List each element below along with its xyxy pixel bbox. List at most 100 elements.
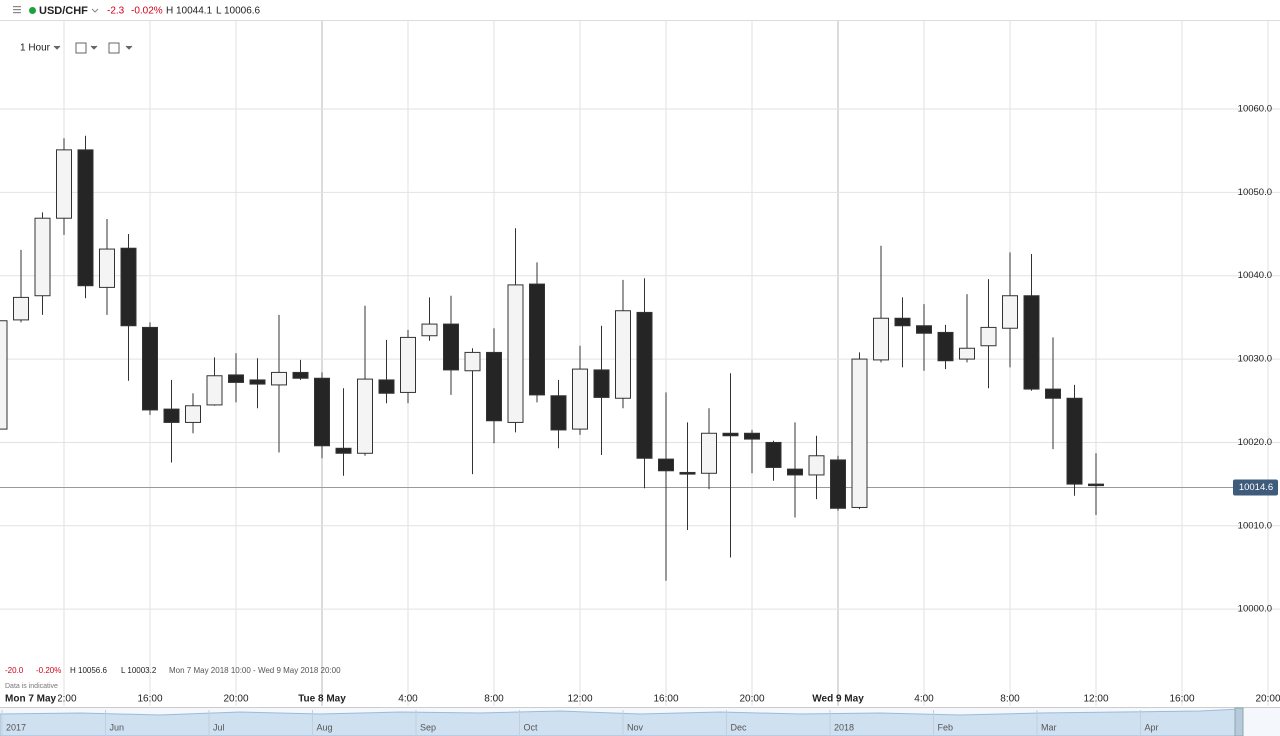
- candle-body: [249, 379, 266, 385]
- navigator-handle[interactable]: [1234, 707, 1244, 736]
- candle-body: [486, 351, 502, 422]
- candle-body: [421, 323, 438, 337]
- day-high: H 10044.1: [166, 6, 213, 17]
- indicator-caret[interactable]: [125, 45, 133, 50]
- x-tick-label: 16:00: [137, 694, 162, 705]
- candle-body: [335, 447, 352, 454]
- menu-icon[interactable]: [13, 6, 21, 14]
- candle-body: [980, 326, 997, 347]
- candle-body: [744, 432, 760, 440]
- data-note: Data is indicative: [5, 683, 58, 690]
- candle-body: [636, 311, 653, 459]
- candle-body: [550, 395, 567, 431]
- x-tick-label: 8:00: [484, 694, 504, 705]
- candle-body: [937, 331, 954, 362]
- status-dot: [29, 7, 36, 14]
- x-tick-label: Wed 9 May: [812, 694, 864, 705]
- candle-body: [0, 320, 8, 430]
- symbol[interactable]: USD/CHF: [39, 5, 88, 17]
- x-tick-label: 4:00: [914, 694, 934, 705]
- x-start-label: Mon 7 May: [5, 694, 57, 705]
- navigator-label: 2017: [6, 722, 26, 732]
- range-change-pct: -0.20%: [36, 666, 61, 675]
- change-pct: -0.02%: [131, 6, 163, 17]
- navigator-label: 2018: [834, 722, 854, 732]
- navigator-label: Dec: [731, 722, 748, 732]
- navigator-label: Feb: [938, 722, 954, 732]
- y-tick-label: 10030.0: [1238, 354, 1272, 365]
- x-tick-label: 20:00: [739, 694, 764, 705]
- candle-body: [357, 378, 373, 454]
- candle-body: [56, 149, 72, 219]
- indicator-button[interactable]: [108, 42, 120, 54]
- candle-body: [572, 368, 588, 430]
- x-axis: 12:00 16:00 20:00 Tue 8 May 4:00 8:00 12:00 16:…: [0, 692, 1280, 708]
- y-tick-label: 10010.0: [1238, 520, 1272, 531]
- candle-body: [787, 468, 803, 476]
- candle-body: [314, 377, 330, 447]
- x-tick-label: 12:00: [1083, 694, 1108, 705]
- candle-body: [916, 325, 932, 334]
- candle-body: [1023, 295, 1040, 390]
- candle-body: [228, 374, 244, 383]
- candle-body: [873, 317, 889, 361]
- x-tick-label: Tue 8 May: [298, 694, 346, 705]
- chart-type-caret[interactable]: [90, 45, 98, 50]
- range-dates: Mon 7 May 2018 10:00 - Wed 9 May 2018 20…: [169, 666, 341, 675]
- candle-body: [529, 283, 545, 396]
- candle-body: [808, 455, 825, 476]
- candle-body: [894, 317, 911, 327]
- candle-body: [701, 432, 717, 474]
- last-price-badge: [1233, 479, 1278, 496]
- candle-body: [34, 217, 51, 297]
- interval[interactable]: 1 Hour: [20, 43, 51, 54]
- x-tick-label: 16:00: [653, 694, 678, 705]
- candle-body: [13, 296, 29, 321]
- x-tick-label: 20:00: [1255, 694, 1280, 705]
- last-price-label: 10014.6: [1239, 482, 1273, 493]
- x-tick-label: 12:00: [567, 694, 592, 705]
- candle-body: [292, 371, 309, 379]
- candle-body: [959, 347, 975, 360]
- x-tick-label: 16:00: [1169, 694, 1194, 705]
- candle-body: [830, 459, 846, 509]
- navigator-label: Apr: [1145, 722, 1159, 732]
- navigator-label: Oct: [524, 722, 539, 732]
- range-change: -20.0: [5, 666, 24, 675]
- y-tick-label: 10000.0: [1238, 604, 1272, 615]
- candle-body: [77, 149, 94, 287]
- candle-body: [163, 408, 180, 423]
- candle-body: [185, 405, 201, 423]
- candle-body: [378, 379, 395, 394]
- candle-body: [464, 351, 481, 372]
- candle-body: [679, 471, 696, 475]
- y-tick-label: 10060.0: [1238, 104, 1272, 115]
- interval-caret[interactable]: [53, 45, 61, 50]
- y-tick-label: 10040.0: [1238, 270, 1272, 281]
- candle-body: [1002, 295, 1018, 329]
- candle-body: [400, 336, 416, 393]
- candle-body: [1045, 388, 1061, 399]
- x-start-label-bg: [0, 692, 58, 706]
- candle-body: [507, 284, 524, 423]
- x-tick-label: 4:00: [398, 694, 418, 705]
- navigator-label: Jun: [110, 722, 125, 732]
- symbol-caret[interactable]: [91, 8, 99, 13]
- candle-body: [142, 326, 158, 411]
- x-tick-label: 20:00: [223, 694, 248, 705]
- candle-body: [443, 323, 459, 371]
- range-low: L 10003.2: [121, 666, 157, 675]
- candle-body: [271, 371, 287, 386]
- chart-type-button[interactable]: [75, 42, 87, 54]
- candle-body: [1066, 397, 1083, 485]
- navigator-label: Jul: [213, 722, 225, 732]
- candle-body: [206, 375, 223, 406]
- change: -2.3: [107, 6, 125, 17]
- candle-body: [765, 441, 782, 468]
- candle-body: [851, 358, 868, 508]
- candle-body: [593, 369, 610, 398]
- candle-body: [615, 310, 631, 399]
- y-tick-label: 10020.0: [1238, 437, 1272, 448]
